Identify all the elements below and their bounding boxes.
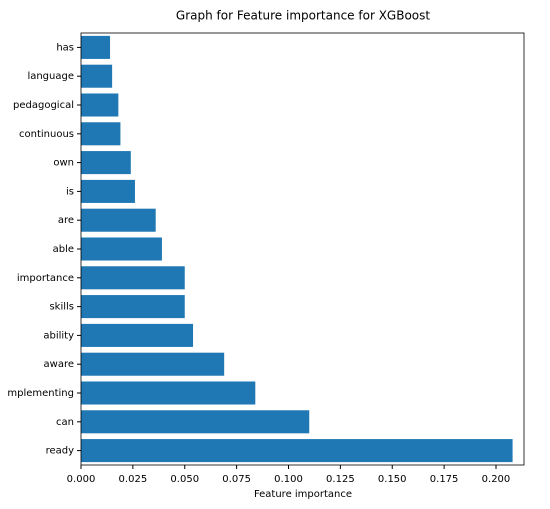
y-tick-label: own — [53, 158, 74, 169]
bar — [81, 64, 113, 88]
bar — [81, 323, 194, 347]
bar — [81, 352, 225, 376]
bar — [81, 122, 121, 146]
y-tick-label: pedagogical — [13, 100, 74, 111]
bar — [81, 237, 162, 261]
bar — [81, 35, 111, 59]
bar — [81, 295, 185, 319]
bar — [81, 381, 256, 405]
y-tick-label: are — [58, 215, 74, 226]
bar — [81, 266, 185, 290]
y-tick-label: mplementing — [7, 388, 74, 399]
y-tick-label: able — [53, 244, 74, 255]
y-tick-label: aware — [44, 359, 74, 370]
x-tick-label: 0.150 — [378, 474, 407, 485]
y-tick-label: skills — [49, 302, 74, 313]
plot-frame — [80, 32, 525, 466]
y-tick-label: continuous — [19, 129, 74, 140]
y-tick-label: language — [27, 71, 74, 82]
bar — [81, 410, 310, 434]
bar — [81, 179, 135, 203]
bar — [81, 151, 131, 175]
x-tick-label: 0.000 — [67, 474, 96, 485]
y-tick-label: can — [56, 417, 74, 428]
chart-title: Graph for Feature importance for XGBoost — [176, 9, 430, 23]
y-tick-label: ability — [43, 330, 74, 341]
bar — [81, 439, 513, 463]
y-tick-label: importance — [17, 273, 74, 284]
x-tick-label: 0.100 — [274, 474, 303, 485]
x-tick-label: 0.200 — [482, 474, 511, 485]
x-tick-label: 0.050 — [170, 474, 199, 485]
x-tick-label: 0.125 — [326, 474, 355, 485]
x-tick-label: 0.025 — [119, 474, 148, 485]
y-tick-label: is — [66, 186, 74, 197]
bar — [81, 208, 156, 232]
x-axis-label: Feature importance — [254, 489, 352, 500]
y-tick-label: has — [56, 42, 74, 53]
bar — [81, 93, 119, 117]
x-tick-label: 0.175 — [430, 474, 459, 485]
x-tick-label: 0.075 — [222, 474, 251, 485]
y-tick-label: ready — [46, 446, 75, 457]
